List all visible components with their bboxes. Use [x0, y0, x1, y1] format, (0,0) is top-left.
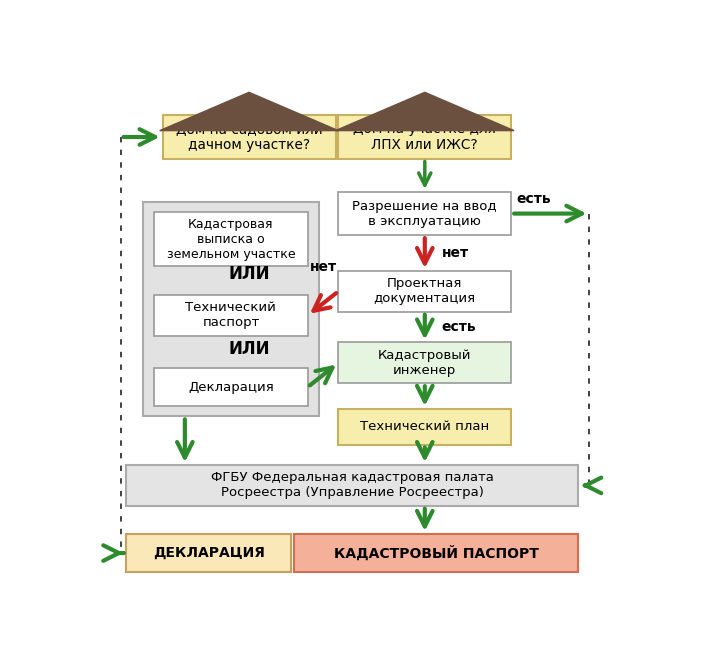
Text: Технический
паспорт: Технический паспорт [186, 302, 276, 330]
FancyBboxPatch shape [338, 271, 511, 312]
Polygon shape [160, 92, 338, 131]
Polygon shape [336, 92, 514, 131]
Text: нет: нет [310, 259, 336, 274]
FancyBboxPatch shape [154, 212, 307, 266]
FancyBboxPatch shape [338, 343, 511, 383]
Text: ИЛИ: ИЛИ [228, 265, 270, 282]
Text: есть: есть [517, 192, 552, 206]
Text: Технический план: Технический план [360, 420, 490, 433]
Text: Кадастровый
инженер: Кадастровый инженер [378, 349, 472, 377]
FancyBboxPatch shape [163, 115, 336, 158]
Text: ДЕКЛАРАЦИЯ: ДЕКЛАРАЦИЯ [153, 546, 264, 560]
FancyBboxPatch shape [154, 368, 307, 406]
FancyBboxPatch shape [154, 295, 307, 336]
FancyBboxPatch shape [338, 192, 511, 235]
FancyBboxPatch shape [338, 409, 511, 445]
FancyBboxPatch shape [294, 534, 578, 572]
FancyBboxPatch shape [126, 534, 291, 572]
Text: Дом на участке для
ЛПХ или ИЖС?: Дом на участке для ЛПХ или ИЖС? [354, 122, 496, 152]
Text: Разрешение на ввод
в эксплуатацию: Разрешение на ввод в эксплуатацию [353, 200, 497, 227]
Text: есть: есть [441, 320, 476, 334]
Text: Проектная
документация: Проектная документация [374, 277, 476, 306]
Text: Дом на садовом или
дачном участке?: Дом на садовом или дачном участке? [176, 122, 323, 152]
Text: Декларация: Декларация [188, 381, 274, 394]
Text: КАДАСТРОВЫЙ ПАСПОРТ: КАДАСТРОВЫЙ ПАСПОРТ [333, 546, 539, 561]
Text: нет: нет [441, 246, 469, 260]
FancyBboxPatch shape [143, 202, 319, 416]
Text: ФГБУ Федеральная кадастровая палата
Росреестра (Управление Росреестра): ФГБУ Федеральная кадастровая палата Роср… [211, 471, 494, 499]
FancyBboxPatch shape [126, 465, 578, 506]
Text: ИЛИ: ИЛИ [228, 340, 270, 358]
FancyBboxPatch shape [338, 115, 511, 158]
Text: Кадастровая
выписка о
земельном участке: Кадастровая выписка о земельном участке [166, 217, 295, 261]
